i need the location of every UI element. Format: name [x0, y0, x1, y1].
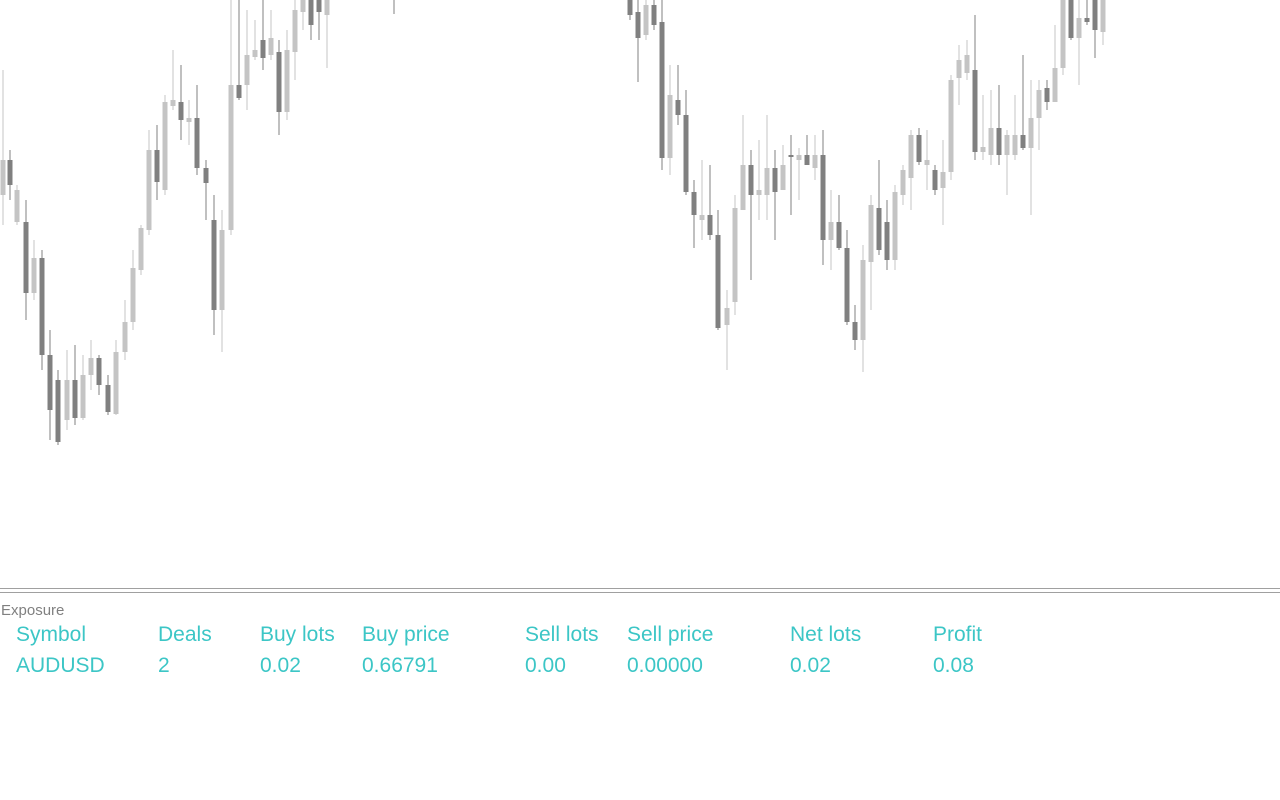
- column-header: Net lots: [790, 623, 862, 646]
- separator: [0, 588, 1280, 589]
- table-cell: AUDUSD: [16, 654, 105, 677]
- exposure-panel: Exposure Symbol Deals Buy lots Buy price Sel…: [0, 586, 1280, 800]
- table-cell: 0.08: [933, 654, 974, 677]
- column-header: Buy price: [362, 623, 450, 646]
- separator: [0, 592, 1280, 593]
- table-cell: 0.00: [525, 654, 566, 677]
- table-cell: 0.66791: [362, 654, 438, 677]
- table-cell: 0.02: [790, 654, 831, 677]
- column-header: Sell lots: [525, 623, 599, 646]
- column-header: Profit: [933, 623, 983, 646]
- price-chart: [0, 0, 1106, 445]
- panel-title: Exposure: [1, 602, 65, 619]
- column-header: Symbol: [16, 623, 87, 646]
- table-cell: 0.00000: [627, 654, 703, 677]
- table-cell: 0.02: [260, 654, 301, 677]
- column-header: Sell price: [627, 623, 714, 646]
- candle-wicks: [2, 0, 1104, 430]
- candle-bodies: [7, 0, 1098, 442]
- column-header: Buy lots: [260, 623, 335, 646]
- table-cell: 2: [158, 654, 170, 677]
- column-header: Deals: [158, 623, 212, 646]
- candle-bodies: [0, 0, 1106, 420]
